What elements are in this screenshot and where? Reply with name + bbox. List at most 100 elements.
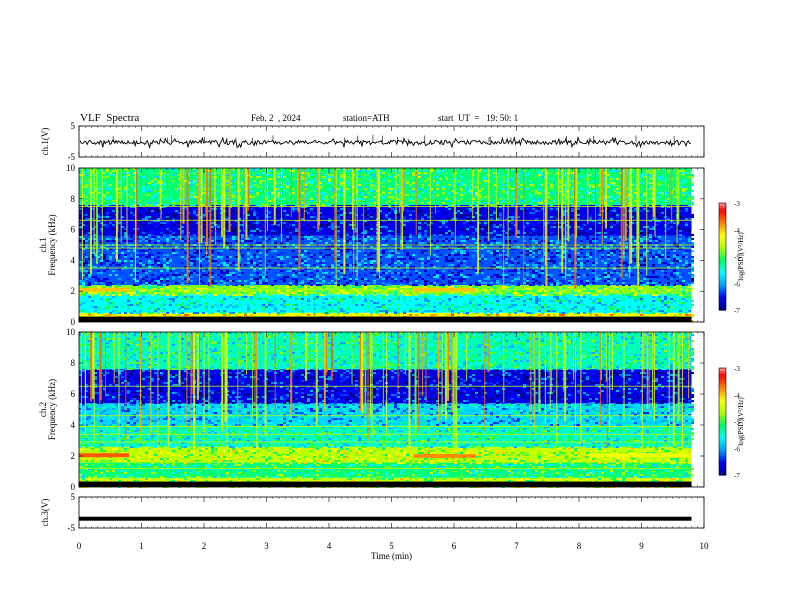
spectro-cell — [397, 184, 400, 186]
spectro-cell — [277, 264, 280, 266]
spectro-cell — [610, 184, 613, 186]
spectro-cell — [91, 192, 94, 194]
spectro-cell — [271, 240, 274, 242]
spectro-cell — [310, 184, 313, 186]
spectro-cell — [547, 242, 550, 244]
spectro-cell — [178, 198, 181, 200]
spectro-cell — [307, 238, 310, 240]
spectro-cell — [682, 180, 685, 182]
spectro-cell — [379, 212, 382, 214]
spectro-cell — [94, 178, 97, 180]
spectro-cell — [541, 200, 544, 202]
spectro-cell — [145, 250, 148, 252]
spectro-cell — [277, 196, 280, 198]
spectro-cell — [466, 214, 469, 216]
spectro-cell — [145, 276, 148, 278]
spectro-cell — [85, 238, 88, 240]
spectro-cell — [289, 222, 292, 224]
spectro-cell — [235, 190, 238, 192]
spectro-cell — [451, 230, 454, 232]
spectro-cell — [286, 256, 289, 258]
spectro-cell — [340, 236, 343, 238]
spectro-cell — [313, 258, 316, 260]
spectro-cell — [334, 200, 337, 202]
spectro-cell — [229, 260, 232, 262]
spectro-cell — [436, 230, 439, 232]
spectro-cell — [310, 200, 313, 202]
spectro-cell — [688, 238, 691, 240]
spectro-cell — [508, 264, 511, 266]
spectro-cell — [178, 224, 181, 226]
spectro-cell — [109, 184, 112, 186]
spectro-cell — [424, 198, 427, 200]
spectro-cell — [466, 276, 469, 278]
spectro-cell — [517, 174, 520, 176]
spectro-cell — [472, 212, 475, 214]
spectro-cell — [172, 212, 175, 214]
spectro-cell — [199, 190, 202, 192]
spectro-cell — [391, 252, 394, 254]
spectro-cell — [463, 276, 466, 278]
spectro-cell — [604, 236, 607, 238]
spectro-cell — [100, 180, 103, 182]
spectro-cell — [577, 200, 580, 202]
spectro-cell — [550, 172, 553, 174]
spectro-cell — [142, 254, 145, 256]
spectro-cell — [679, 230, 682, 232]
spectro-cell — [217, 228, 220, 230]
spectro-cell — [682, 262, 685, 264]
spectro-cell — [598, 200, 601, 202]
spectro-cell — [85, 176, 88, 178]
spectro-cell — [148, 218, 151, 220]
spectro-cell — [553, 222, 556, 224]
spectro-cell — [250, 224, 253, 226]
spectro-cell — [220, 262, 223, 264]
spectro-cell — [106, 200, 109, 202]
spectro-cell — [253, 172, 256, 174]
spectro-cell — [259, 274, 262, 276]
spectro-cell — [157, 178, 160, 180]
spectro-cell — [304, 204, 307, 206]
spectro-cell — [319, 236, 322, 238]
header-title: VLF Spectra — [80, 112, 140, 124]
spectro-cell — [556, 172, 559, 174]
spectro-cell — [133, 212, 136, 214]
spectro-cell — [559, 274, 562, 276]
spectro-cell — [523, 204, 526, 206]
spectro-cell — [175, 234, 178, 236]
spectro-cell — [493, 226, 496, 228]
spectro-cell — [685, 200, 688, 202]
spectro-cell — [88, 208, 91, 210]
spectro-cell — [451, 202, 454, 204]
spectro-cell — [463, 214, 466, 216]
spectro-cell — [313, 202, 316, 204]
spectro-cell — [496, 186, 499, 188]
spectro-cell — [322, 218, 325, 220]
spectro-cell — [154, 186, 157, 188]
spectro-cell — [103, 212, 106, 214]
spectro-cell — [268, 196, 271, 198]
spectro-cell — [529, 232, 532, 234]
spectro-cell — [670, 272, 673, 274]
spectro-cell — [403, 220, 406, 222]
spectro-cell — [466, 186, 469, 188]
spectro-cell — [607, 210, 610, 212]
spectro-cell — [196, 194, 199, 196]
spectro-cell — [550, 230, 553, 232]
spectro-cell — [493, 176, 496, 178]
spectro-cell — [145, 194, 148, 196]
spectro-cell — [106, 176, 109, 178]
spectro-cell — [286, 178, 289, 180]
spectro-cell — [301, 198, 304, 200]
spectro-cell — [268, 220, 271, 222]
spectro-cell — [418, 228, 421, 230]
spectro-cell — [370, 252, 373, 254]
spectro-cell — [415, 264, 418, 266]
spectro-cell — [355, 182, 358, 184]
spectro-cell — [157, 218, 160, 220]
spectro-cell — [163, 254, 166, 256]
spectro-cell — [469, 204, 472, 206]
spectro-cell — [169, 252, 172, 254]
spectro-cell — [670, 262, 673, 264]
spectro-cell — [169, 270, 172, 272]
